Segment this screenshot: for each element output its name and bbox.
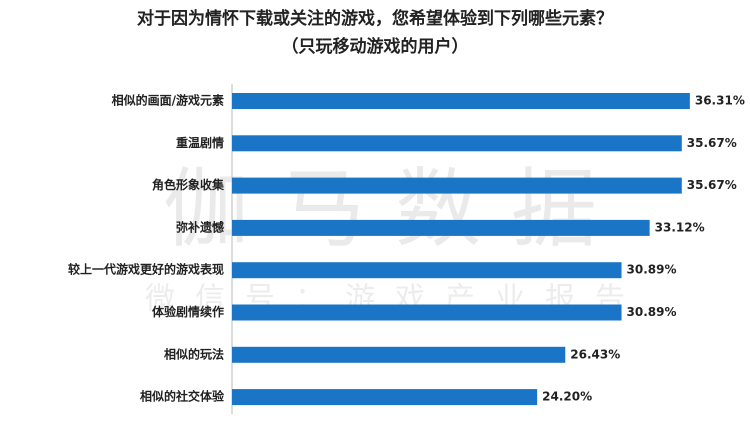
value-label: 30.89%: [627, 305, 677, 319]
value-label: 26.43%: [570, 347, 620, 361]
bar: [232, 262, 622, 279]
watermark: 伽马数据: [163, 159, 627, 259]
category-label: 重温剧情: [176, 135, 224, 150]
bar: [232, 93, 690, 109]
category-label: 相似的画面/游戏元素: [112, 93, 224, 108]
value-label: 30.89%: [627, 263, 677, 277]
category-label: 角色形象收集: [152, 177, 225, 192]
value-label: 36.31%: [695, 94, 745, 108]
bar: [232, 135, 682, 152]
bar: [232, 219, 650, 236]
bar: [232, 304, 622, 321]
value-label: 35.67%: [687, 136, 737, 150]
category-label: 相似的玩法: [164, 346, 224, 361]
category-label: 体验剧情续作: [152, 304, 224, 319]
category-label: 较上一代游戏更好的游戏表现: [68, 262, 224, 277]
chart-title: 对于因为情怀下载或关注的游戏，您希望体验到下列哪些元素？: [137, 8, 613, 29]
bar: [232, 177, 682, 194]
value-label: 24.20%: [542, 390, 592, 404]
category-label: 相似的社交体验: [140, 389, 225, 404]
chart-subtitle: （只玩移动游戏的用户）: [282, 36, 469, 57]
category-label: 弥补遗憾: [176, 219, 224, 234]
bar: [232, 389, 538, 406]
value-label: 35.67%: [687, 178, 737, 192]
bar: [232, 346, 566, 363]
value-label: 33.12%: [655, 220, 705, 234]
